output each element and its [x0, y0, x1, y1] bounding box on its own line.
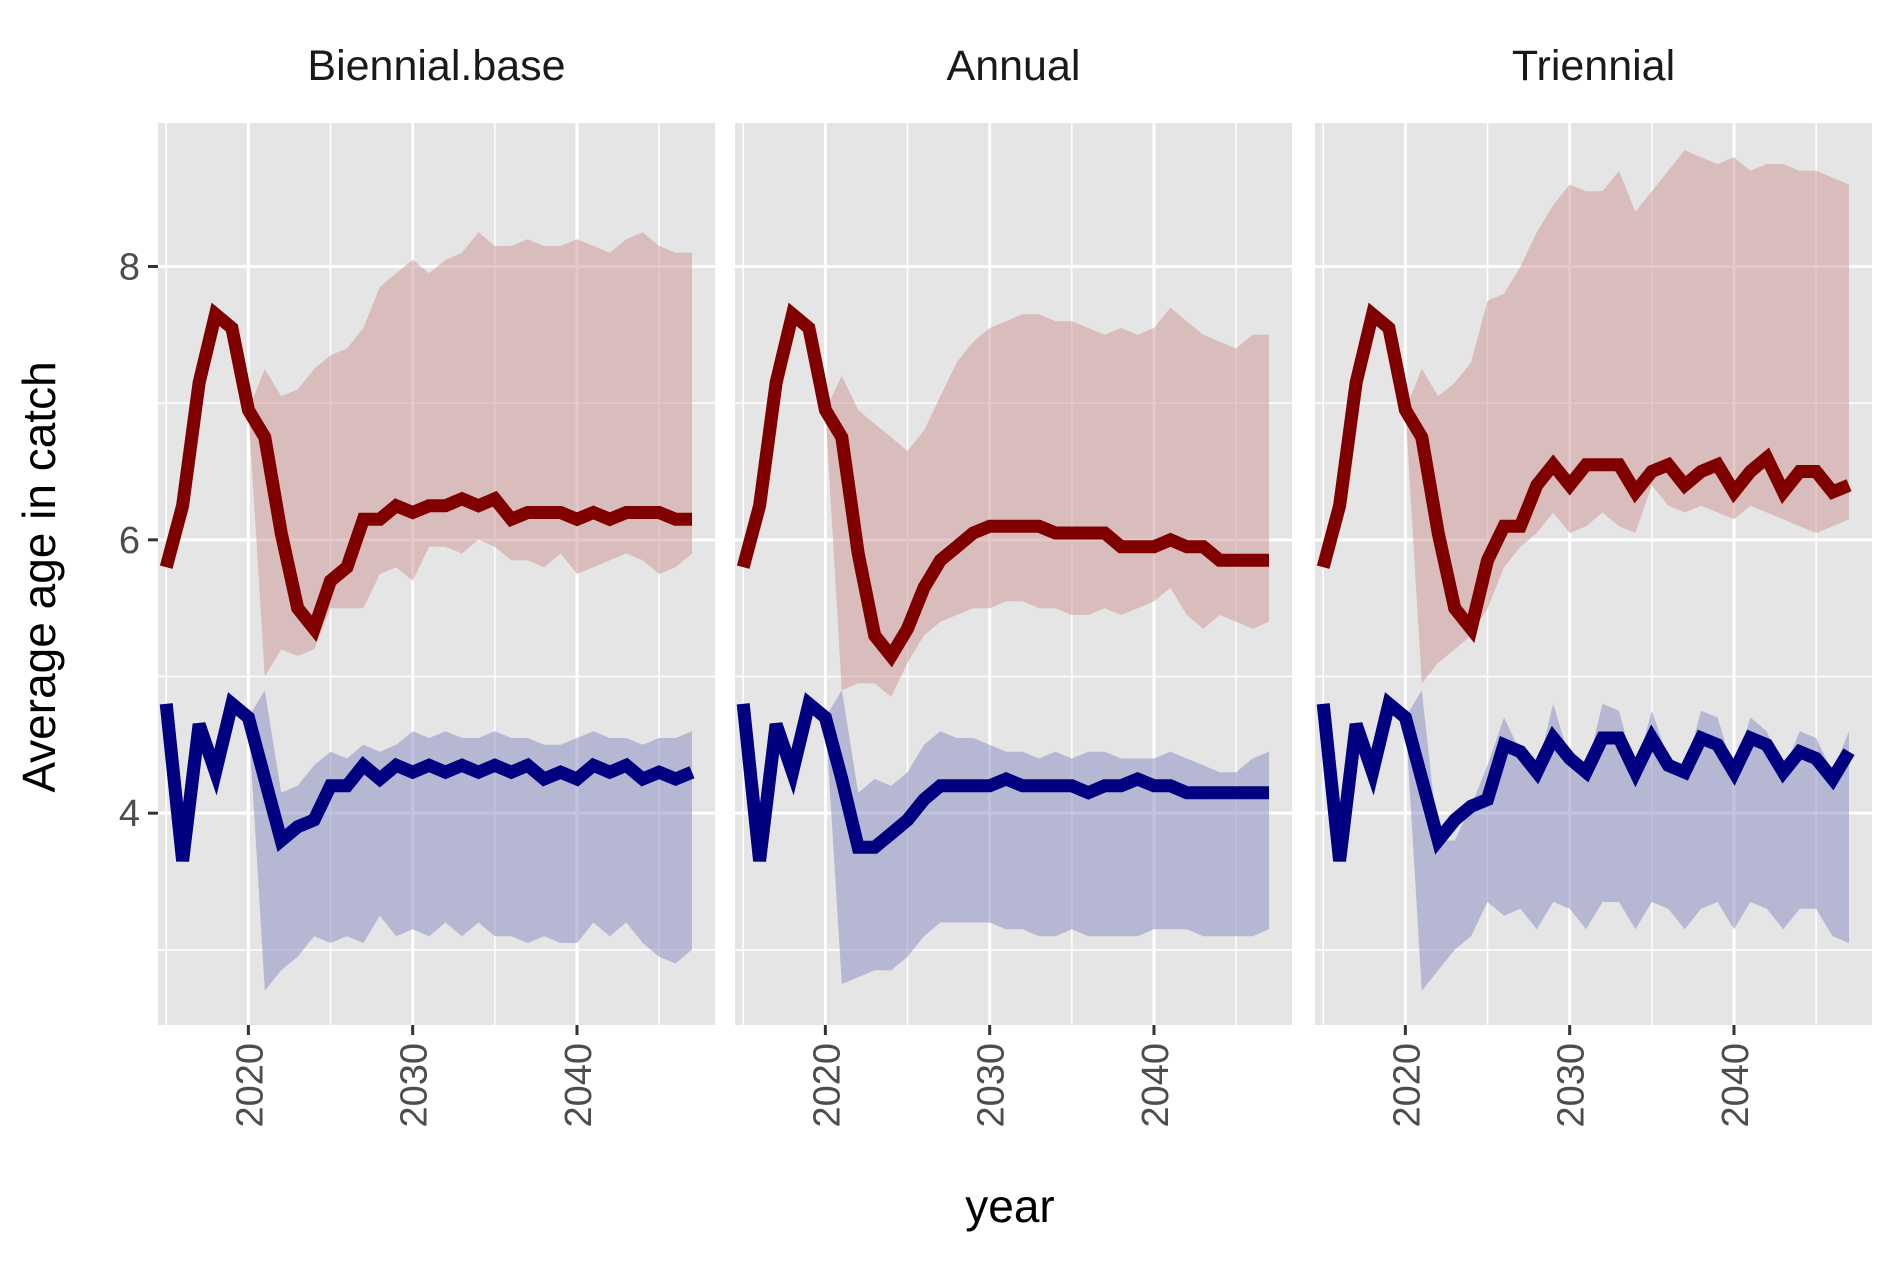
- x-tick-label: 2020: [806, 1043, 848, 1128]
- red-median-line: [159, 302, 692, 643]
- x-axis-title: year: [965, 1180, 1054, 1232]
- blue-interval-band: [743, 690, 1269, 984]
- panel-title: Annual: [947, 42, 1081, 90]
- panels-layer: Biennial.base 2020 2030 2040 Annual 2020 2030 2…: [119, 42, 1872, 1128]
- x-tick-label: 2030: [1551, 1043, 1593, 1128]
- panel-2: Triennial 2020 2030 2040: [1315, 42, 1872, 1128]
- y-tick-label: 4: [119, 793, 140, 835]
- y-axis-title: Average age in catch: [13, 361, 65, 792]
- red-median-line: [736, 302, 1269, 668]
- red-interval-band: [743, 307, 1269, 697]
- red-median-line: [1316, 302, 1852, 644]
- blue-median-line: [159, 692, 695, 862]
- blue-median-line: [1316, 692, 1855, 862]
- panel-1: Annual 2020 2030 2040: [735, 42, 1292, 1128]
- panel-title: Biennial.base: [307, 42, 565, 90]
- x-tick-label: 2040: [1135, 1043, 1177, 1128]
- red-interval-band: [166, 232, 692, 677]
- x-tick-label: 2030: [394, 1043, 436, 1128]
- y-tick-label: 6: [119, 520, 140, 562]
- blue-median-line: [736, 692, 1269, 862]
- x-tick-label: 2040: [558, 1043, 600, 1128]
- red-interval-band: [1323, 150, 1849, 684]
- x-tick-label: 2040: [1715, 1043, 1757, 1128]
- blue-interval-band: [1323, 690, 1849, 991]
- panel-0: Biennial.base 2020 2030 2040: [158, 42, 715, 1128]
- x-tick-label: 2020: [1386, 1043, 1428, 1128]
- x-tick-label: 2020: [229, 1043, 271, 1128]
- panel-title: Triennial: [1512, 42, 1675, 90]
- x-tick-label: 2030: [971, 1043, 1013, 1128]
- y-tick-label: 8: [119, 247, 140, 289]
